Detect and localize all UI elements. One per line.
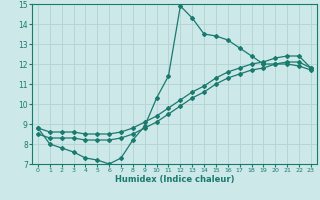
X-axis label: Humidex (Indice chaleur): Humidex (Indice chaleur): [115, 175, 234, 184]
